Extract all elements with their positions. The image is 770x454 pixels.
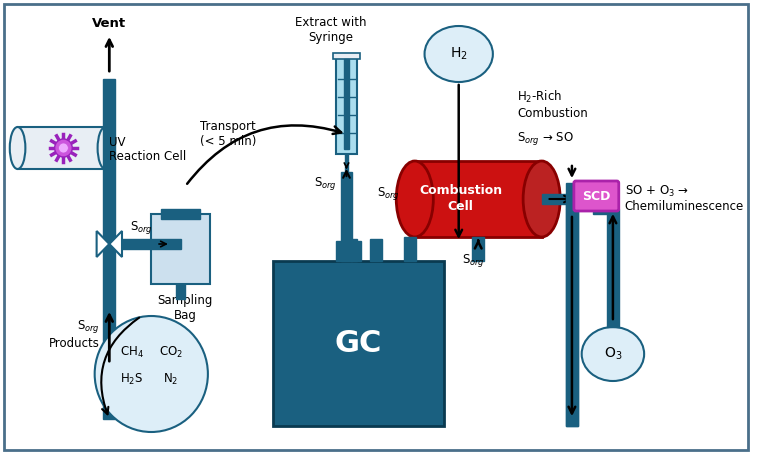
Text: SO: SO: [581, 192, 598, 206]
Bar: [340, 241, 353, 261]
Text: S$_{org}$: S$_{org}$: [314, 176, 336, 192]
Text: S$_{org}$: S$_{org}$: [377, 186, 400, 202]
Text: SCD: SCD: [582, 189, 611, 202]
Bar: [351, 241, 361, 261]
Text: Chemiluminescence: Chemiluminescence: [624, 199, 744, 212]
Bar: [415, 161, 541, 237]
Text: CO$_2$: CO$_2$: [159, 345, 182, 360]
Text: UV: UV: [109, 137, 126, 149]
Text: CH$_4$: CH$_4$: [120, 345, 144, 360]
Bar: [404, 237, 416, 261]
Bar: [566, 183, 576, 209]
Text: H$_2$-Rich
Combustion: H$_2$-Rich Combustion: [517, 89, 588, 119]
Text: Combustion: Combustion: [419, 184, 502, 197]
Ellipse shape: [397, 161, 434, 237]
FancyBboxPatch shape: [574, 181, 619, 211]
Bar: [333, 53, 360, 59]
Text: H$_2$S: H$_2$S: [120, 371, 143, 386]
Ellipse shape: [10, 127, 25, 169]
Bar: [566, 204, 578, 426]
Bar: [346, 239, 357, 261]
Bar: [122, 239, 180, 249]
Text: S$_{org}$
Products: S$_{org}$ Products: [49, 318, 99, 350]
Text: Transport
(< 5 min): Transport (< 5 min): [200, 120, 256, 148]
Text: Cell: Cell: [447, 201, 474, 213]
Bar: [472, 237, 484, 261]
Bar: [176, 284, 186, 299]
Bar: [336, 241, 346, 261]
Text: S$_{org}$: S$_{org}$: [130, 219, 153, 236]
Text: Sampling
Bag: Sampling Bag: [158, 294, 213, 322]
Text: S$_{org}$ → SO: S$_{org}$ → SO: [517, 130, 574, 148]
Bar: [161, 209, 200, 219]
Bar: [336, 54, 357, 154]
Text: O$_3$: O$_3$: [604, 346, 622, 362]
Ellipse shape: [523, 161, 561, 237]
Bar: [370, 239, 382, 261]
Bar: [18, 127, 105, 169]
Text: GC: GC: [335, 329, 383, 358]
Ellipse shape: [95, 316, 208, 432]
Ellipse shape: [59, 143, 69, 153]
Ellipse shape: [55, 139, 72, 157]
Text: N$_2$: N$_2$: [163, 371, 179, 386]
Text: H$_2$: H$_2$: [450, 46, 467, 62]
Bar: [607, 209, 619, 327]
Bar: [103, 79, 116, 419]
Ellipse shape: [581, 327, 644, 381]
Bar: [594, 209, 607, 214]
Bar: [343, 59, 350, 149]
Text: S$_{org}$: S$_{org}$: [462, 252, 485, 269]
Text: Reaction Cell: Reaction Cell: [109, 149, 186, 163]
Bar: [151, 214, 210, 284]
Text: Extract with
Syringe: Extract with Syringe: [295, 16, 367, 44]
Polygon shape: [109, 231, 122, 257]
Bar: [273, 261, 444, 426]
Polygon shape: [96, 231, 109, 257]
Text: SO + O$_3$ →: SO + O$_3$ →: [624, 183, 688, 198]
Bar: [566, 209, 578, 426]
Ellipse shape: [424, 26, 493, 82]
Text: Vent: Vent: [92, 17, 126, 30]
Bar: [340, 172, 353, 269]
Bar: [541, 194, 566, 204]
Ellipse shape: [98, 127, 113, 169]
Bar: [344, 154, 348, 172]
